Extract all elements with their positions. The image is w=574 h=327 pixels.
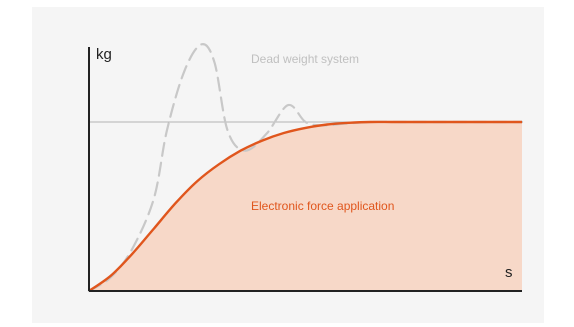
x-axis-label: s <box>505 264 513 281</box>
electronic-force-series-label: Electronic force application <box>251 199 394 213</box>
electronic-force-series-line <box>88 120 522 292</box>
force-chart: kg s Dead weight system Electronic force… <box>87 43 524 293</box>
electronic-force-area <box>89 121 522 291</box>
y-axis-label: kg <box>96 46 112 63</box>
dead-weight-series-label: Dead weight system <box>251 52 359 66</box>
chart-card: kg s Dead weight system Electronic force… <box>32 7 544 323</box>
